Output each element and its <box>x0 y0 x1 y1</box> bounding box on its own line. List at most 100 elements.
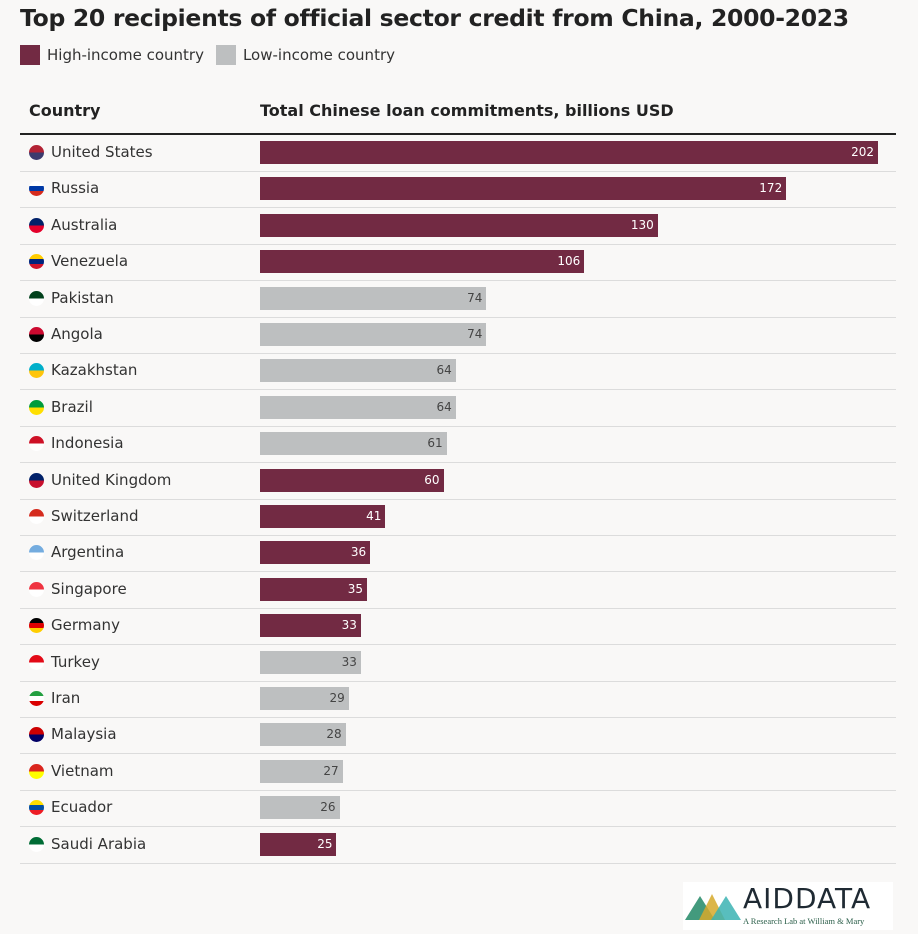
data-label: 61 <box>427 436 443 451</box>
bar: 33 <box>260 614 361 638</box>
table-row: Argentina 36 <box>20 535 896 573</box>
flag-icon <box>29 472 44 488</box>
data-label: 33 <box>341 654 357 669</box>
flag-icon <box>29 654 44 670</box>
country-column-header: Country <box>29 101 101 120</box>
data-label: 130 <box>630 217 654 232</box>
bar: 27 <box>260 759 343 783</box>
data-label: 64 <box>436 363 452 378</box>
country-label: United Kingdom <box>51 470 172 489</box>
legend-label: Low-income country <box>242 46 395 64</box>
data-label: 36 <box>350 545 367 560</box>
value-column-header: Total Chinese loan commitments, billions… <box>260 101 674 120</box>
flag-icon <box>29 327 44 342</box>
data-label: 26 <box>320 800 336 815</box>
bar: 29 <box>260 687 349 710</box>
country-label: Australia <box>51 215 118 234</box>
bar: 172 <box>260 177 787 201</box>
flag-icon <box>29 581 44 597</box>
data-label: 64 <box>436 399 452 414</box>
data-label: 25 <box>317 836 333 851</box>
flag-icon <box>29 363 44 379</box>
bar: 41 <box>260 505 386 528</box>
bar: 60 <box>260 468 444 492</box>
country-label: Saudi Arabia <box>51 834 147 853</box>
flag-icon <box>29 545 44 561</box>
table-row: Angola 74 <box>20 317 896 354</box>
flag-icon <box>29 181 44 197</box>
country-label: Indonesia <box>51 434 124 453</box>
legend: High-income country Low-income country <box>20 45 407 65</box>
bar: 61 <box>260 432 447 456</box>
table-row: Indonesia 61 <box>20 426 896 464</box>
table-row: Venezuela 106 <box>20 244 896 282</box>
table-row: Australia 130 <box>20 208 896 245</box>
flag-icon <box>29 763 44 779</box>
table-row: Brazil 64 <box>20 390 896 427</box>
flag-icon <box>29 800 44 816</box>
country-label: Vietnam <box>51 761 114 780</box>
country-label: Switzerland <box>51 507 139 525</box>
mountain-logo-icon <box>685 894 741 920</box>
country-label: Kazakhstan <box>51 361 138 380</box>
data-label: 106 <box>557 254 581 269</box>
country-label: Iran <box>51 689 81 707</box>
flag-icon <box>29 727 44 743</box>
flag-icon <box>29 836 44 852</box>
bar: 25 <box>260 832 337 856</box>
country-label: Venezuela <box>51 252 129 271</box>
data-label: 41 <box>366 509 382 523</box>
header-rule <box>20 133 896 135</box>
logo-tagline: A Research Lab at William & Mary <box>743 916 865 926</box>
bar: 202 <box>260 141 878 164</box>
table-row: Saudi Arabia 25 <box>20 827 896 864</box>
country-label: Germany <box>51 616 120 635</box>
country-label: Brazil <box>51 397 93 416</box>
country-label: Angola <box>51 325 103 343</box>
bar: 106 <box>260 250 585 274</box>
table-row: Singapore 35 <box>20 572 896 609</box>
legend-swatch-high <box>20 45 40 65</box>
table-row: Switzerland 41 <box>20 499 896 536</box>
table-row: Ecuador 26 <box>20 790 896 828</box>
legend-swatch-low <box>215 45 236 65</box>
flag-icon <box>29 618 44 634</box>
table-row: Pakistan 74 <box>20 281 896 318</box>
flag-icon <box>29 691 44 706</box>
legend-item-high-income: High-income country <box>20 45 204 65</box>
bar: 26 <box>260 796 340 820</box>
data-label: 172 <box>759 181 783 196</box>
flag-icon <box>29 509 44 524</box>
table-row: Iran 29 <box>20 681 896 718</box>
data-label: 28 <box>326 727 342 742</box>
flag-icon <box>29 436 44 452</box>
flag-icon <box>29 290 44 306</box>
data-label: 29 <box>329 691 345 705</box>
table-row: Russia 172 <box>20 171 896 209</box>
legend-label: High-income country <box>47 46 204 64</box>
flag-icon <box>29 254 44 270</box>
logo-wordmark: AIDDATA <box>743 882 872 915</box>
data-label: 202 <box>851 145 874 159</box>
data-label: 74 <box>467 327 483 341</box>
data-label: 33 <box>341 618 357 633</box>
data-label: 27 <box>323 763 339 778</box>
table-row: Germany 33 <box>20 608 896 646</box>
bar: 33 <box>260 650 361 674</box>
country-label: Malaysia <box>51 725 117 744</box>
country-label: United States <box>51 143 153 161</box>
aiddata-logo: AIDDATA A Research Lab at William & Mary <box>683 882 893 930</box>
data-label: 74 <box>467 290 483 305</box>
bar: 36 <box>260 541 371 565</box>
flag-icon <box>29 399 44 415</box>
country-label: Turkey <box>51 652 100 671</box>
table-row: Malaysia 28 <box>20 717 896 755</box>
bar: 74 <box>260 323 487 346</box>
table-row: United States 202 <box>20 135 896 172</box>
bar: 130 <box>260 213 658 237</box>
country-label: Ecuador <box>51 798 113 817</box>
table-row: Kazakhstan 64 <box>20 353 896 391</box>
country-label: Argentina <box>51 543 125 562</box>
data-label: 35 <box>347 581 364 596</box>
